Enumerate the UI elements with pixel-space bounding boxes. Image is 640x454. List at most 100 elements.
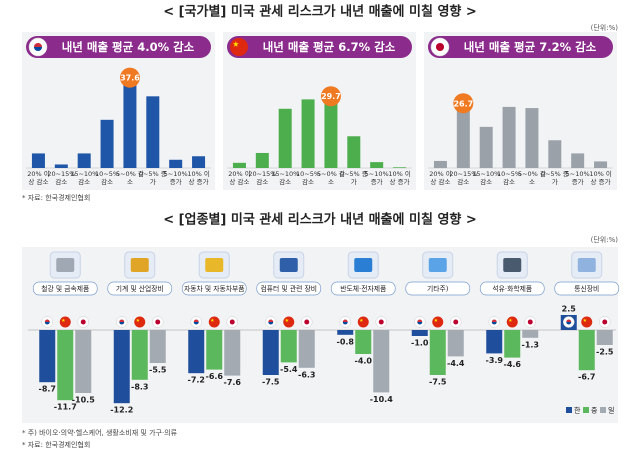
- value-badge: [320, 86, 341, 107]
- value-label: 37.6: [120, 74, 140, 83]
- bar: [278, 108, 292, 168]
- x-tick-label: 5~0% 감소: [316, 170, 345, 186]
- bar: [594, 161, 608, 168]
- value-label: -5.4: [280, 365, 298, 374]
- x-tick-label: 5~0% 감소: [517, 170, 546, 186]
- flag-cn: [581, 316, 593, 328]
- category-label: 석유·화학제품: [492, 284, 532, 293]
- flag-jp: [80, 319, 86, 325]
- flag-kr: [268, 322, 274, 325]
- value-label: -0.8: [337, 337, 355, 346]
- bar: [393, 167, 407, 168]
- x-tick-label: 5~10% 증가: [565, 170, 590, 186]
- bar: [486, 330, 503, 354]
- legend-swatch: [600, 407, 606, 413]
- flag-kr: [193, 322, 199, 325]
- flag-cn: [583, 318, 587, 322]
- flag-kr: [491, 322, 497, 325]
- bar: [324, 98, 338, 168]
- bar: [479, 126, 493, 168]
- category-pill: [330, 281, 396, 296]
- bar: [39, 330, 56, 383]
- value-label: -12.2: [110, 406, 133, 415]
- bar: [337, 330, 354, 335]
- section-title: < [업종별] 미국 관세 리스크가 내년 매출에 미칠 영향 >: [163, 212, 477, 228]
- flag-cn: [357, 316, 369, 328]
- bar: [504, 330, 521, 358]
- flag-cn: [285, 318, 289, 322]
- value-label: -10.4: [370, 395, 393, 404]
- flag-cn: [134, 316, 146, 328]
- legend-label: 일: [608, 406, 614, 415]
- value-label: -3.9: [486, 356, 504, 365]
- x-tick-label: 20~15% 감소: [248, 170, 277, 186]
- header-pill: [428, 36, 613, 58]
- panel-title: 내년 매출 평균 4.0% 감소: [62, 40, 195, 54]
- unit: (단위:%): [591, 235, 619, 244]
- bar: [131, 330, 148, 380]
- x-tick-label: 15~10% 감소: [271, 170, 300, 186]
- category-label: 기계 및 산업장비: [116, 284, 164, 293]
- source: * 자료: 한국경제인협회: [22, 193, 90, 202]
- x-tick-label: 10~5% 감소: [95, 170, 120, 186]
- x-tick-label: 5~10% 증가: [364, 170, 389, 186]
- bar: [123, 79, 137, 168]
- value-label: 26.7: [453, 99, 473, 108]
- value-label: -5.5: [149, 366, 167, 375]
- x-tick-label: 10% 이상 증가: [589, 170, 612, 186]
- flag-cn: [136, 318, 140, 322]
- bar: [433, 160, 447, 168]
- x-tick-label: 0~5% 증가: [138, 170, 167, 186]
- category-pill: [107, 281, 173, 296]
- flag-kr: [44, 319, 50, 322]
- x-tick-label: 10~5% 감소: [497, 170, 522, 186]
- bar: [347, 136, 361, 168]
- legend-swatch: [583, 407, 589, 413]
- x-tick-label: 20~15% 감소: [449, 170, 478, 186]
- flag-kr: [342, 322, 348, 325]
- flag-kr: [119, 319, 125, 322]
- bar: [301, 99, 315, 168]
- bar: [370, 162, 384, 168]
- panel-title: 내년 매출 평균 6.7% 감소: [263, 40, 396, 54]
- bar: [373, 330, 390, 393]
- bar: [525, 108, 539, 168]
- bar: [31, 153, 45, 168]
- x-tick-label: 0~5% 증가: [339, 170, 368, 186]
- header-pill: [227, 36, 412, 58]
- value-badge: [453, 93, 474, 114]
- flag-jp: [229, 319, 235, 325]
- flag-kr: [417, 322, 423, 325]
- bar: [149, 330, 166, 363]
- bar: [206, 330, 223, 370]
- value-label: -6.6: [206, 372, 224, 381]
- value-label: 29.7: [321, 92, 341, 101]
- value-label: -4.4: [447, 359, 465, 368]
- flag-kr: [417, 319, 423, 322]
- flag-cn: [283, 316, 295, 328]
- x-tick-label: 5~0% 감소: [115, 170, 144, 186]
- flag-jp: [453, 319, 459, 325]
- bar: [262, 330, 279, 375]
- flag-kr: [119, 322, 125, 325]
- flag-cn: [208, 316, 220, 328]
- bar: [169, 159, 183, 168]
- bar: [596, 330, 613, 345]
- value-label: -4.6: [504, 360, 522, 369]
- category-label: 기타주): [427, 284, 449, 293]
- bar: [113, 330, 130, 404]
- value-label: -1.3: [522, 340, 540, 349]
- value-label: -4.0: [355, 357, 373, 366]
- unit: (단위:%): [591, 23, 619, 32]
- flag-cn: [432, 316, 444, 328]
- legend-label: 중: [591, 407, 598, 415]
- bar: [355, 330, 372, 354]
- icon: [577, 258, 596, 272]
- flag-jp: [602, 319, 608, 325]
- x-tick-label: 20% 이상 감소: [27, 170, 50, 186]
- flag-kr: [193, 319, 199, 322]
- category-pill: [256, 281, 322, 296]
- value-label: -1.0: [411, 339, 429, 348]
